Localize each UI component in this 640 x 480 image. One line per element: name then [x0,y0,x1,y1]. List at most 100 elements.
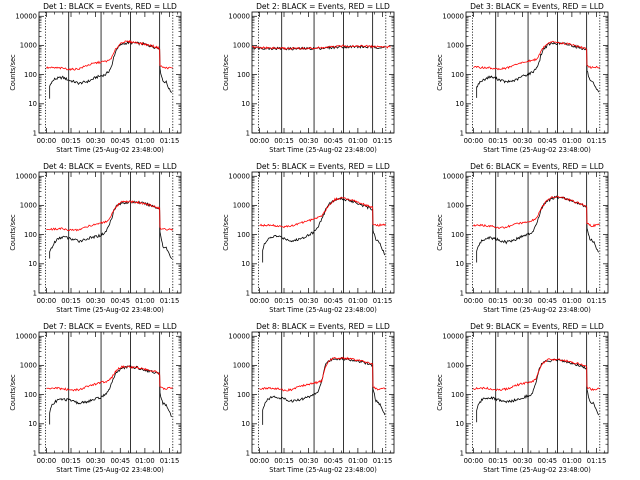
panel-title: Det 9: BLACK = Events, RED = LLD [470,322,604,331]
y-tick-label: 10 [455,420,464,428]
x-tick-label: 01:15 [160,137,180,145]
events-series-line [476,358,600,423]
x-tick-label: 00:45 [110,297,130,305]
x-tick-label: 01:15 [587,297,607,305]
y-axis-label: Counts/sec [9,214,17,251]
y-axis-label: Counts/sec [222,54,230,91]
x-tick-label: 00:00 [464,297,484,305]
x-tick-label: 00:15 [61,457,81,465]
x-axis-label: Start Time (25-Aug-02 23:48:00) [483,306,591,314]
events-series-line [262,356,386,425]
events-series-line [476,195,600,263]
plot-frame [465,331,609,454]
x-tick-label: 00:00 [250,457,270,465]
x-axis-label: Start Time (25-Aug-02 23:48:00) [56,306,164,314]
x-tick-label: 01:15 [587,137,607,145]
y-tick-label: 10000 [15,173,37,181]
plot-frame [251,11,395,134]
y-tick-label: 1000 [20,362,37,370]
x-axis-label: Start Time (25-Aug-02 23:48:00) [483,146,591,154]
y-tick-label: 100 [24,391,37,399]
panel-title: Det 8: BLACK = Events, RED = LLD [256,322,390,331]
x-tick-label: 00:30 [86,297,106,305]
y-tick-label: 10 [241,420,250,428]
x-tick-label: 01:00 [135,457,155,465]
panel-title: Det 7: BLACK = Events, RED = LLD [43,322,177,331]
x-tick-label: 00:30 [299,137,319,145]
panel-title: Det 4: BLACK = Events, RED = LLD [43,162,177,171]
x-tick-label: 00:00 [464,457,484,465]
series-group [46,200,174,259]
y-tick-label: 100 [237,231,250,239]
y-tick-label: 100 [237,71,250,79]
lld-series-line [473,40,601,71]
x-tick-label: 00:45 [323,137,343,145]
x-tick-label: 00:00 [37,457,57,465]
y-tick-label: 1 [246,449,250,457]
x-tick-label: 01:15 [587,457,607,465]
panel-title: Det 3: BLACK = Events, RED = LLD [470,2,604,11]
lld-series-line [252,44,391,51]
events-series-line [49,200,173,259]
x-tick-label: 00:00 [464,137,484,145]
plot-frame [465,11,609,134]
panel-title: Det 2: BLACK = Events, RED = LLD [256,2,390,11]
plot-frame [251,331,395,454]
series-group [46,365,173,425]
y-tick-label: 10 [455,100,464,108]
y-tick-label: 10000 [442,173,464,181]
y-tick-label: 10000 [15,13,37,21]
y-tick-label: 1 [33,449,37,457]
x-tick-label: 00:15 [488,457,508,465]
x-tick-label: 01:00 [562,297,582,305]
series-group [473,40,601,98]
events-series-line [476,41,600,98]
panel-det-1: Det 1: BLACK = Events, RED = LLD 1 10 100 10… [9,2,182,154]
lld-series-line [473,358,600,392]
series-group [252,44,391,51]
x-tick-label: 00:15 [274,457,294,465]
y-tick-label: 10000 [228,173,250,181]
x-tick-label: 00:45 [323,297,343,305]
x-axis-label: Start Time (25-Aug-02 23:48:00) [483,466,591,474]
y-tick-label: 10 [241,260,250,268]
y-tick-label: 10 [455,260,464,268]
lld-series-line [473,195,600,230]
y-axis-label: Counts/sec [222,214,230,251]
x-tick-label: 01:15 [160,297,180,305]
x-tick-label: 00:15 [274,137,294,145]
lld-series-line [46,200,174,232]
y-tick-label: 1000 [20,202,37,210]
plot-frame [38,171,182,294]
x-tick-label: 00:00 [37,137,57,145]
x-tick-label: 00:30 [86,457,106,465]
y-tick-label: 10 [28,420,37,428]
x-tick-label: 01:00 [348,297,368,305]
y-axis-label: Counts/sec [436,214,444,251]
plot-frame [251,171,395,294]
x-tick-label: 00:45 [537,297,557,305]
panel-title: Det 5: BLACK = Events, RED = LLD [256,162,390,171]
x-axis-label: Start Time (25-Aug-02 23:48:00) [56,466,164,474]
panel-title: Det 1: BLACK = Events, RED = LLD [43,2,177,11]
x-tick-label: 00:45 [537,457,557,465]
x-tick-label: 00:30 [299,457,319,465]
y-tick-label: 1000 [233,42,250,50]
panel-det-8: Det 8: BLACK = Events, RED = LLD 1 10 100 10… [222,322,395,474]
events-series-line [49,365,173,425]
y-tick-label: 1 [33,289,37,297]
y-tick-label: 10 [241,100,250,108]
panel-det-4: Det 4: BLACK = Events, RED = LLD 1 10 100 10… [9,162,182,314]
y-tick-label: 10000 [15,333,37,341]
y-axis-label: Counts/sec [9,54,17,91]
y-tick-label: 1000 [447,362,464,370]
y-tick-label: 1000 [233,202,250,210]
lld-series-line [46,365,173,392]
plot-frame [38,11,182,134]
y-tick-label: 10000 [442,333,464,341]
x-tick-label: 00:45 [110,457,130,465]
x-tick-label: 00:15 [488,137,508,145]
x-tick-label: 01:15 [373,137,393,145]
lld-series-line [259,356,386,392]
